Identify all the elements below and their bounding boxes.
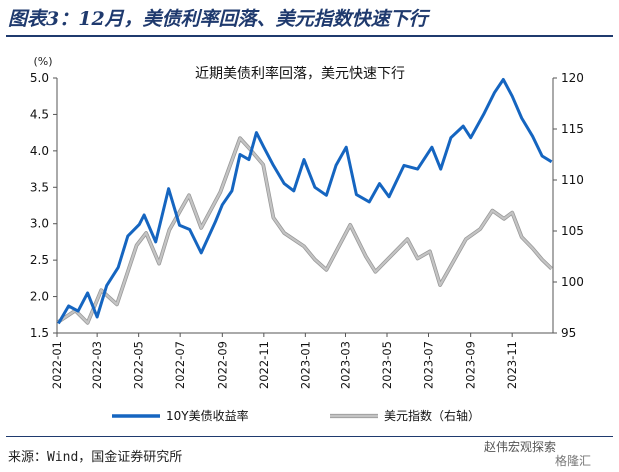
right-tick-label: 120: [561, 71, 584, 85]
figure-title: 图表3：12月，美债利率回落、美元指数快速下行: [8, 8, 428, 30]
footer-rule: [6, 436, 613, 437]
right-tick-label: 110: [561, 173, 584, 187]
x-tick-label: 2023-09: [464, 341, 478, 389]
header-rule: [6, 35, 613, 37]
x-tick-label: 2023-11: [505, 341, 519, 389]
left-tick-label: 4.0: [30, 144, 49, 158]
source-note: 来源：Wind，国金证券研究所: [8, 450, 183, 465]
x-tick-label: 2022-03: [90, 341, 104, 389]
left-tick-label: 3.5: [30, 180, 49, 194]
watermark-text: 赵伟宏观探索: [484, 440, 557, 454]
x-tick-label: 2022-07: [173, 341, 187, 389]
x-tick-label: 2023-03: [338, 341, 352, 389]
legend-label-yield: 10Y美债收益率: [166, 408, 249, 423]
right-tick-label: 105: [561, 224, 584, 238]
watermark-logo-text: 格隆汇: [555, 454, 592, 468]
series-line-right: [57, 137, 553, 324]
x-tick-label: 2023-05: [380, 341, 394, 389]
x-tick-label: 2022-09: [215, 341, 229, 389]
left-tick-label: 1.5: [30, 326, 49, 340]
chart-title: 近期美债利率回落，美元快速下行: [195, 65, 405, 82]
line-chart: 1.5 2.0 2.5 3.0 3.5 4.0 4.5 5.0 95 100 105 110 115 12…: [30, 55, 584, 423]
left-tick-label: 2.5: [30, 253, 49, 267]
chart-legend: 10Y美债收益率 美元指数（右轴）: [112, 408, 480, 423]
legend-label-dxy: 美元指数（右轴）: [384, 408, 480, 423]
y-unit-label: (%): [33, 55, 52, 68]
x-tick-label: 2023-01: [298, 341, 312, 389]
left-tick-label: 2.0: [30, 290, 49, 304]
x-tick-label: 2023-07: [421, 341, 435, 389]
chart-ticks: 1.5 2.0 2.5 3.0 3.5 4.0 4.5 5.0 95 100 105 110 115 12…: [30, 71, 584, 389]
x-tick-label: 2022-01: [50, 341, 64, 389]
right-tick-label: 95: [561, 326, 576, 340]
left-tick-label: 4.5: [30, 107, 49, 121]
chart-axes: [56, 78, 554, 334]
series-line-left: [57, 78, 553, 325]
x-tick-label: 2022-05: [132, 341, 146, 389]
right-tick-label: 115: [561, 122, 584, 136]
left-tick-label: 3.0: [30, 217, 49, 231]
chart-series: [57, 78, 553, 325]
left-tick-label: 5.0: [30, 71, 49, 85]
right-tick-label: 100: [561, 275, 584, 289]
x-tick-label: 2022-11: [257, 341, 271, 389]
